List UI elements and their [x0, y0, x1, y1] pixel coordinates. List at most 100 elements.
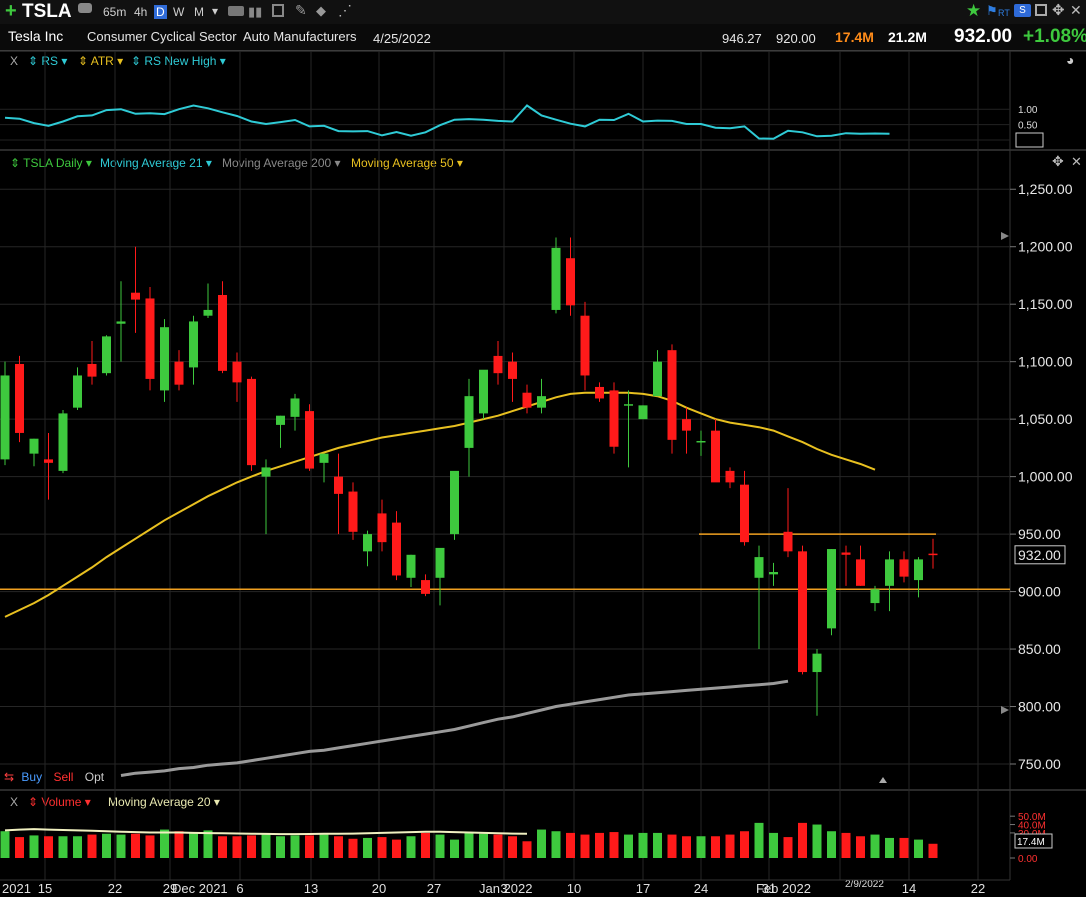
- volume-bar[interactable]: [566, 832, 575, 858]
- volume-bar[interactable]: [856, 836, 865, 858]
- volume-bar[interactable]: [232, 836, 242, 858]
- interval-weekly[interactable]: W: [173, 5, 185, 19]
- volume-ma20-label[interactable]: Moving Average 20 ▾: [108, 795, 220, 809]
- rs-indicator-label[interactable]: ⇕ RS ▾: [28, 54, 68, 68]
- candle-body[interactable]: [696, 440, 706, 443]
- candle-body[interactable]: [290, 398, 300, 417]
- scroll-up-icon[interactable]: [879, 777, 887, 783]
- candle-body[interactable]: [131, 292, 140, 300]
- candle-body[interactable]: [421, 580, 430, 594]
- candle-body[interactable]: [711, 430, 720, 483]
- candle-body[interactable]: [638, 405, 648, 420]
- volume-bar[interactable]: [638, 832, 648, 858]
- volume-bar[interactable]: [754, 822, 764, 858]
- buy-button[interactable]: Buy: [21, 770, 43, 784]
- trade-icon[interactable]: ⇆: [4, 770, 15, 784]
- window-icon[interactable]: [1035, 4, 1047, 16]
- volume-bar[interactable]: [203, 830, 213, 858]
- volume-bar[interactable]: [73, 836, 82, 858]
- volume-bar[interactable]: [595, 832, 604, 858]
- candle-body[interactable]: [522, 392, 532, 408]
- volume-bar[interactable]: [609, 832, 619, 858]
- candle-body[interactable]: [551, 247, 561, 310]
- candle-body[interactable]: [145, 298, 155, 379]
- candle-body[interactable]: [348, 491, 358, 532]
- candle-body[interactable]: [856, 559, 865, 586]
- volume-bar[interactable]: [551, 831, 561, 858]
- volume-bar[interactable]: [464, 832, 474, 858]
- candle-body[interactable]: [870, 589, 880, 604]
- interval-dropdown-icon[interactable]: ▾: [212, 4, 219, 18]
- interval-daily[interactable]: D: [154, 5, 167, 19]
- rs-new-high-label[interactable]: ⇕ RS New High ▾: [131, 54, 226, 68]
- volume-bar[interactable]: [131, 833, 140, 858]
- candle-body[interactable]: [392, 522, 401, 576]
- volume-bar[interactable]: [29, 835, 39, 858]
- chart-type-icon[interactable]: [228, 6, 244, 16]
- volume-bar[interactable]: [711, 836, 720, 858]
- candle-body[interactable]: [493, 355, 503, 374]
- volume-bar[interactable]: [928, 843, 938, 858]
- volume-bar[interactable]: [725, 834, 735, 858]
- interval-monthly[interactable]: M: [194, 5, 204, 19]
- symbol-series-label[interactable]: ⇕ TSLA Daily ▾: [10, 156, 92, 170]
- volume-series-label[interactable]: ⇕ Volume ▾: [28, 795, 91, 809]
- scan-icon[interactable]: S: [1014, 4, 1031, 17]
- move-icon[interactable]: ✥: [1052, 2, 1065, 19]
- candle-body[interactable]: [885, 559, 894, 586]
- candle-body[interactable]: [87, 363, 97, 377]
- interval-65m[interactable]: 65m: [103, 5, 127, 19]
- share-icon[interactable]: ⋰: [338, 2, 352, 18]
- main-move-icon[interactable]: ✥: [1052, 153, 1064, 169]
- edit-symbol-icon[interactable]: [78, 3, 92, 13]
- main-close-icon[interactable]: ✕: [1071, 154, 1082, 169]
- ma21-label[interactable]: Moving Average 21 ▾: [100, 156, 212, 170]
- volume-bar[interactable]: [769, 832, 778, 858]
- volume-panel-close-button[interactable]: X: [10, 795, 19, 809]
- candle-body[interactable]: [305, 411, 314, 469]
- ticker-symbol[interactable]: TSLA: [22, 1, 72, 22]
- candle-body[interactable]: [928, 553, 938, 556]
- candle-body[interactable]: [203, 309, 213, 316]
- candle-body[interactable]: [769, 572, 778, 575]
- candle-body[interactable]: [15, 363, 24, 433]
- volume-bar[interactable]: [421, 832, 430, 858]
- interval-4h[interactable]: 4h: [134, 5, 148, 19]
- volume-bar[interactable]: [305, 835, 314, 858]
- candle-body[interactable]: [595, 386, 604, 399]
- volume-bar[interactable]: [261, 834, 271, 858]
- volume-bar[interactable]: [783, 837, 793, 858]
- sector-label[interactable]: Consumer Cyclical Sector: [87, 29, 237, 44]
- candle-body[interactable]: [827, 549, 836, 629]
- candle-body[interactable]: [116, 321, 126, 324]
- candle-body[interactable]: [102, 336, 111, 374]
- tag-icon[interactable]: ◆: [316, 3, 326, 18]
- draw-icon[interactable]: ✎: [295, 2, 307, 18]
- favorite-star-icon[interactable]: ★: [966, 1, 982, 20]
- candle-body[interactable]: [783, 531, 793, 552]
- options-button[interactable]: Opt: [84, 770, 105, 784]
- volume-bar[interactable]: [44, 836, 53, 858]
- volume-bar[interactable]: [450, 839, 459, 858]
- candle-body[interactable]: [537, 396, 546, 408]
- candle-body[interactable]: [73, 375, 82, 408]
- volume-bar[interactable]: [377, 837, 387, 858]
- volume-bar[interactable]: [218, 836, 227, 858]
- candle-body[interactable]: [479, 369, 488, 414]
- volume-bar[interactable]: [841, 832, 851, 858]
- sell-button[interactable]: Sell: [53, 770, 74, 784]
- palette-icon[interactable]: ◕: [1066, 52, 1075, 68]
- volume-bar[interactable]: [885, 837, 894, 858]
- volume-bar[interactable]: [493, 834, 503, 858]
- candle-body[interactable]: [406, 554, 416, 578]
- candle-body[interactable]: [812, 653, 822, 673]
- ma50-label[interactable]: Moving Average 50 ▾: [351, 156, 463, 170]
- layout-icon[interactable]: [272, 4, 284, 17]
- volume-bar[interactable]: [522, 841, 532, 858]
- volume-bar[interactable]: [508, 836, 517, 858]
- candle-body[interactable]: [189, 321, 198, 368]
- candle-body[interactable]: [29, 438, 39, 454]
- candle-body[interactable]: [450, 470, 459, 535]
- volume-bar[interactable]: [740, 831, 749, 858]
